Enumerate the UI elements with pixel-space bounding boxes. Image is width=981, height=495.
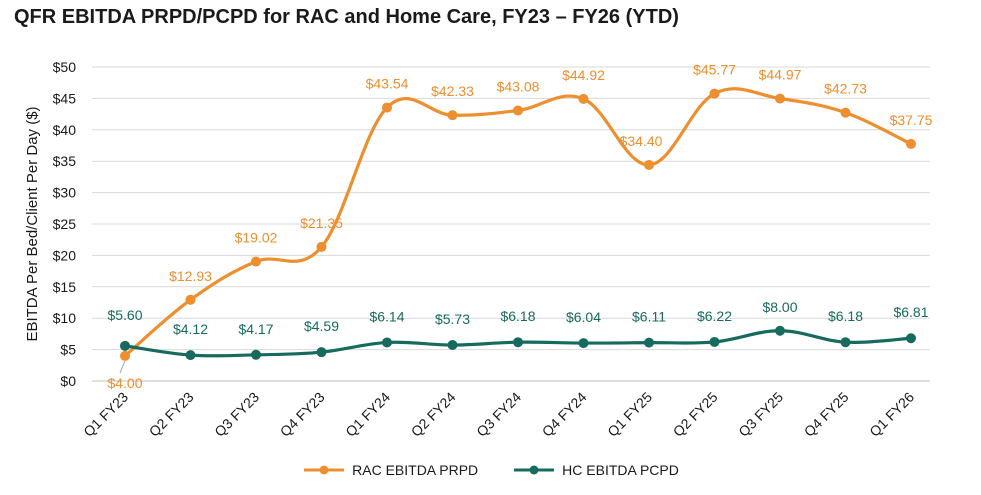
data-label-rac: $42.73 xyxy=(824,81,867,97)
data-point-hc[interactable] xyxy=(382,337,392,348)
data-label-rac: $45.77 xyxy=(693,62,736,78)
chart-title: QFR EBITDA PRPD/PCPD for RAC and Home Ca… xyxy=(14,6,679,28)
y-tick-label: $35 xyxy=(53,153,77,169)
data-label-hc: $6.18 xyxy=(828,308,863,324)
y-axis-label: EBITDA Per Bed/Client Per Day ($) xyxy=(24,106,41,341)
data-label-rac: $34.40 xyxy=(620,133,663,149)
y-tick-label: $5 xyxy=(60,342,76,358)
x-tick-label: Q1 FY23 xyxy=(80,389,131,440)
y-tick-label: $30 xyxy=(53,185,77,201)
data-label-rac: $44.97 xyxy=(759,67,802,83)
legend-entry-rac[interactable]: RAC EBITDA PRPD xyxy=(302,462,478,478)
data-label-hc: $6.22 xyxy=(697,308,732,324)
data-label-rac: $21.35 xyxy=(300,215,343,231)
data-point-rac[interactable] xyxy=(316,241,327,252)
data-point-hc[interactable] xyxy=(185,350,196,361)
data-point-hc[interactable] xyxy=(447,340,458,351)
x-tick-label: Q3 FY23 xyxy=(211,389,262,440)
data-point-rac[interactable] xyxy=(185,294,196,305)
data-label-rac: $43.08 xyxy=(497,78,540,94)
data-point-rac[interactable] xyxy=(447,110,458,121)
data-point-hc[interactable] xyxy=(644,337,654,348)
x-tick-label: Q2 FY25 xyxy=(670,389,721,440)
data-point-rac[interactable] xyxy=(578,93,589,104)
data-point-hc[interactable] xyxy=(906,333,916,344)
data-point-hc[interactable] xyxy=(578,338,589,349)
data-point-hc[interactable] xyxy=(709,336,720,347)
data-point-hc[interactable] xyxy=(316,347,327,358)
y-tick-label: $0 xyxy=(60,373,76,389)
data-label-rac: $44.92 xyxy=(562,67,605,83)
data-label-hc: $4.59 xyxy=(304,318,339,334)
data-point-hc[interactable] xyxy=(840,337,851,348)
data-label-hc: $5.73 xyxy=(435,311,470,327)
data-point-rac[interactable] xyxy=(840,107,851,118)
data-point-hc[interactable] xyxy=(251,349,261,360)
data-point-rac[interactable] xyxy=(251,256,261,267)
data-label-rac: $4.00 xyxy=(107,375,142,391)
x-tick-label: Q4 FY25 xyxy=(801,389,852,440)
data-label-hc: $8.00 xyxy=(762,299,797,315)
y-axis-ticks: $0 $5 $10 $15 $20 $25 $30 $35 $40 $45 $50 xyxy=(53,59,77,389)
y-tick-label: $45 xyxy=(53,90,77,106)
legend-label-hc: HC EBITDA PCPD xyxy=(562,462,679,478)
data-labels: $4.00 $12.93 $19.02 $21.35 $43.54 $42.33 $43.0… xyxy=(107,62,932,391)
data-point-hc[interactable] xyxy=(120,340,130,351)
data-label-rac: $37.75 xyxy=(890,112,933,128)
data-label-hc: $6.14 xyxy=(369,308,404,324)
data-label-hc: $6.81 xyxy=(893,304,928,320)
data-label-rac: $19.02 xyxy=(235,230,278,246)
y-tick-label: $25 xyxy=(53,216,77,232)
legend-swatch-hc xyxy=(514,465,555,475)
x-tick-label: Q1 FY26 xyxy=(866,389,917,440)
x-tick-label: Q2 FY23 xyxy=(146,389,197,440)
x-tick-label: Q4 FY23 xyxy=(277,389,328,440)
y-tick-label: $20 xyxy=(53,247,77,263)
y-tick-label: $15 xyxy=(53,279,77,295)
data-label-hc: $6.04 xyxy=(566,309,601,325)
legend-entry-hc[interactable]: HC EBITDA PCPD xyxy=(512,462,679,478)
legend: RAC EBITDA PRPD HC EBITDA PCPD xyxy=(0,462,981,478)
series-lines xyxy=(120,87,916,361)
data-label-rac: $43.54 xyxy=(366,76,409,92)
data-label-hc: $4.12 xyxy=(173,321,208,337)
legend-label-rac: RAC EBITDA PRPD xyxy=(352,462,479,478)
data-point-hc[interactable] xyxy=(775,325,785,336)
data-point-rac[interactable] xyxy=(775,93,785,104)
y-tick-label: $40 xyxy=(53,122,77,138)
data-label-hc: $5.60 xyxy=(107,307,142,323)
x-tick-label: Q1 FY25 xyxy=(604,389,655,440)
label-leader-line xyxy=(119,360,126,374)
data-point-rac[interactable] xyxy=(513,105,523,116)
data-label-rac: $12.93 xyxy=(169,268,212,284)
x-tick-label: Q4 FY24 xyxy=(539,389,590,440)
data-point-hc[interactable] xyxy=(513,337,523,348)
gridlines xyxy=(92,66,930,382)
x-axis-ticks: Q1 FY23 Q2 FY23 Q3 FY23 Q4 FY23 Q1 FY24 Q2 FY… xyxy=(80,389,917,440)
y-tick-label: $50 xyxy=(53,59,77,75)
data-label-hc: $4.17 xyxy=(238,321,273,337)
x-tick-label: Q3 FY24 xyxy=(473,389,524,440)
x-tick-label: Q1 FY24 xyxy=(342,389,393,440)
data-point-rac[interactable] xyxy=(120,350,130,361)
data-point-rac[interactable] xyxy=(906,138,916,149)
data-point-rac[interactable] xyxy=(382,102,392,113)
line-chart: $0$5$10$15$20$25$30$35$40$45$50 Q1 FY23 Q… xyxy=(24,59,933,440)
data-label-rac: $42.33 xyxy=(431,83,474,99)
data-label-hc: $6.18 xyxy=(500,308,535,324)
x-tick-label: Q3 FY25 xyxy=(735,389,786,440)
legend-swatch-rac xyxy=(304,465,345,475)
y-tick-label: $10 xyxy=(53,310,77,326)
data-point-rac[interactable] xyxy=(709,88,720,99)
data-label-hc: $6.11 xyxy=(632,309,666,325)
x-tick-label: Q2 FY24 xyxy=(408,389,459,440)
data-point-rac[interactable] xyxy=(644,159,654,170)
